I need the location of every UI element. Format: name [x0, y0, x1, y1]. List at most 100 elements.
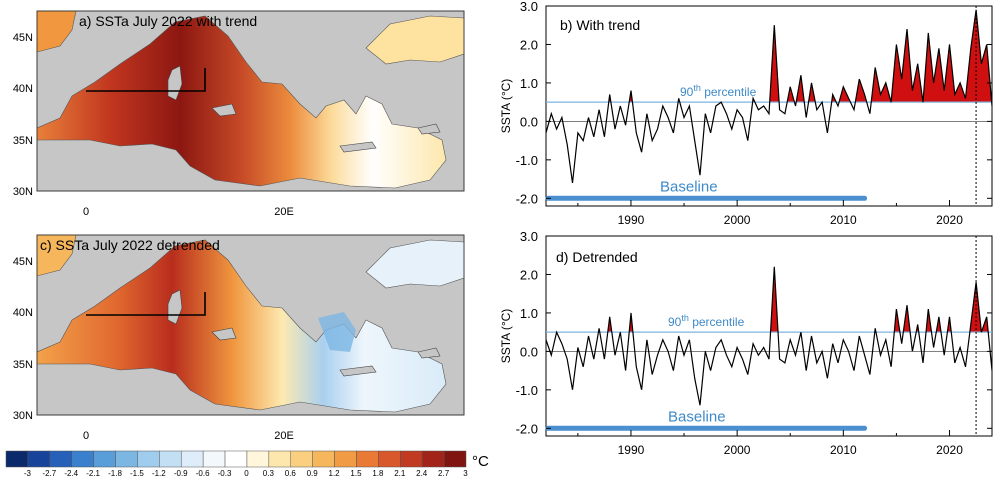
y-tick-label: 3.0 [520, 0, 538, 14]
atlantic [37, 11, 77, 53]
island-crete [339, 141, 377, 153]
lat-tick: 40N [13, 83, 33, 95]
y-tick-label: -2.0 [516, 421, 538, 436]
colorbar-label: -3 [24, 469, 32, 478]
aegean-cool [318, 312, 356, 352]
island-sicily [211, 103, 237, 117]
colorbar-cell [421, 450, 445, 468]
colorbar-label: 0.6 [285, 469, 297, 478]
colorbar-cell [290, 450, 313, 468]
colorbar-cell [27, 450, 51, 468]
x-tick-label: 2020 [936, 443, 963, 457]
colorbar-label: 2.7 [438, 469, 450, 478]
lat-tick: 35N [13, 135, 33, 147]
colorbar-cell [378, 450, 401, 468]
x-tick-label: 2000 [724, 213, 751, 227]
colorbar-label: 1.2 [329, 469, 341, 478]
colorbar-cell [159, 450, 182, 468]
x-tick-label: 2020 [936, 213, 963, 227]
exceedance-fill [796, 75, 805, 103]
lat-tick: 45N [13, 256, 33, 268]
y-tick-label: 2.0 [520, 267, 538, 282]
colorbar-cell [115, 450, 138, 468]
colorbar-label: 0 [244, 469, 249, 478]
colorbar: -3 -2.7 -2.4 -2.1 -1.8 -1.5 -1.2 -0.9 -0.6 -0.3 0 0… [5, 450, 489, 478]
percentile-label: 90th percentile [668, 313, 745, 329]
colorbar-unit: °C [472, 453, 489, 470]
y-tick-label: 1.0 [520, 76, 538, 91]
colorbar-cell [71, 450, 94, 468]
y-tick-label: 1.0 [520, 306, 538, 321]
exceedance-fill [787, 86, 795, 103]
colorbar-label: -1.5 [130, 469, 144, 478]
region-box [86, 68, 206, 92]
ssta-series-line [545, 266, 993, 406]
y-tick-label: 2.0 [520, 37, 538, 52]
lon-tick: 0 [83, 206, 89, 218]
black-sea [365, 239, 464, 289]
plot-frame [545, 235, 993, 437]
exceedance-fill [903, 305, 911, 333]
colorbar-label: -0.9 [174, 469, 188, 478]
colorbar-label: 1.8 [372, 469, 384, 478]
colorbar-cell [400, 450, 423, 468]
colorbar-label: 3 [463, 469, 468, 478]
exceedance-fill [871, 67, 892, 103]
y-tick-label: -1.0 [516, 383, 538, 398]
colorbar-cell [443, 450, 467, 468]
lat-tick: 45N [13, 32, 33, 44]
colorbar-label: -2.7 [42, 469, 56, 478]
y-tick-label: -2.0 [516, 191, 538, 206]
atlantic [37, 235, 77, 277]
lon-tick: 20E [274, 430, 294, 442]
exceedance-fill [969, 282, 982, 333]
exceedance-fill [839, 86, 851, 103]
exceedance-fill [808, 82, 816, 103]
black-sea [365, 15, 464, 65]
lat-tick: 30N [13, 410, 33, 422]
exceedance-fill [769, 25, 780, 103]
x-tick-label: 1990 [618, 443, 645, 457]
colorbar-cell [224, 450, 248, 468]
x-tick-label: 2010 [830, 443, 857, 457]
x-tick-label: 2010 [830, 213, 857, 227]
percentile-label: 90th percentile [680, 83, 757, 99]
baseline-label: Baseline [660, 178, 718, 195]
island-crete [339, 365, 377, 377]
region-box [86, 292, 206, 316]
sea-field [37, 239, 447, 413]
colorbar-label: -1.8 [108, 469, 122, 478]
x-tick-label: 2000 [724, 443, 751, 457]
colorbar-label: 0.9 [307, 469, 319, 478]
colorbar-label: 2.4 [416, 469, 428, 478]
baseline-label: Baseline [668, 408, 726, 425]
exceedance-fill [855, 79, 867, 103]
lon-tick: 0 [83, 430, 89, 442]
colorbar-label: -0.6 [196, 469, 210, 478]
map-panel-c: c) SSTa July 2022 detrended 45N 40N 35N … [13, 234, 465, 442]
y-tick-label: 0.0 [520, 344, 538, 359]
ssta-series-line [545, 9, 993, 183]
exceedance-fill [922, 9, 992, 103]
map-panel-a: a) SSTa July 2022 with trend 45N 40N 35N… [13, 10, 465, 218]
timeseries-panel-b: 3.0 2.0 1.0 0.0 -1.0 -2.0 1990 2000 2010 2020 b)… [499, 0, 993, 227]
panel-title: b) With trend [560, 17, 640, 33]
colorbar-cell [268, 450, 292, 468]
colorbar-label: -2.1 [86, 469, 100, 478]
y-tick-label: 0.0 [520, 114, 538, 129]
colorbar-label: 2.1 [394, 469, 406, 478]
y-axis-label: SSTA (°C) [499, 309, 513, 364]
exceedance-fill [891, 29, 923, 103]
y-tick-label: 3.0 [520, 229, 538, 244]
island-cyprus [417, 123, 441, 135]
colorbar-cell [246, 450, 270, 468]
timeseries-panel-d: 3.0 2.0 1.0 0.0 -1.0 -2.0 1990 2000 2010 2020 d)… [499, 229, 993, 457]
island-cyprus [417, 347, 441, 359]
colorbar-cell [5, 450, 29, 468]
lat-tick: 40N [13, 307, 33, 319]
map-title: c) SSTa July 2022 detrended [40, 237, 220, 253]
x-tick-label: 1990 [618, 213, 645, 227]
colorbar-label: -2.4 [64, 469, 78, 478]
colorbar-cell [202, 450, 226, 468]
